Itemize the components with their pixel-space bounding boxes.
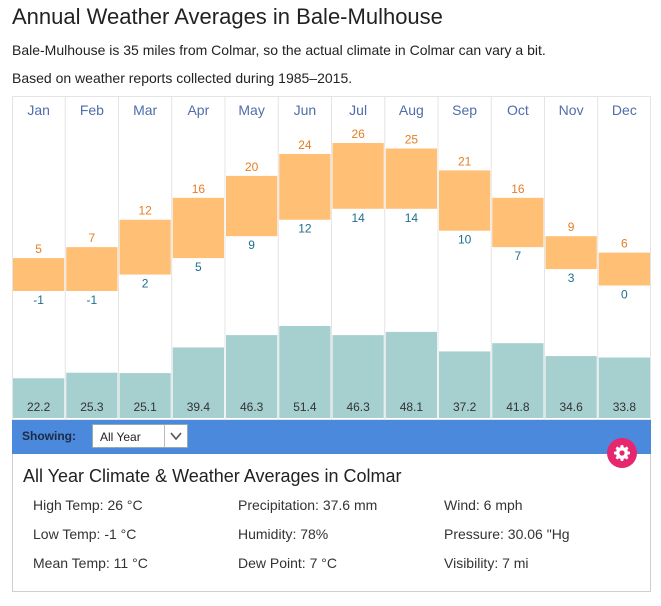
month-label: Oct [507, 102, 529, 118]
low-temp-label: 9 [248, 238, 255, 252]
stat-precipitation: Precipitation: 37.6 mm [238, 497, 378, 513]
stat-pressure: Pressure: 30.06 "Hg [444, 526, 570, 542]
temp-range-bar [439, 170, 491, 231]
precip-value-label: 41.8 [506, 400, 530, 414]
precip-bar [332, 335, 384, 418]
precip-value-label: 22.2 [27, 400, 51, 414]
precip-bar [598, 357, 650, 418]
precip-bar [226, 335, 278, 418]
temp-range-bar [226, 175, 278, 237]
month-label: Feb [80, 102, 104, 118]
precip-bar [385, 331, 437, 418]
month-label: Jul [349, 102, 367, 118]
precip-value-label: 51.4 [293, 400, 317, 414]
month-label: Apr [187, 102, 209, 118]
month-label: Aug [399, 102, 424, 118]
high-temp-label: 7 [89, 231, 96, 245]
temp-range-bar [66, 247, 118, 291]
month-label: Sep [452, 102, 477, 118]
gear-icon[interactable] [607, 438, 637, 468]
high-temp-label: 25 [405, 132, 419, 146]
stat-wind: Wind: 6 mph [444, 497, 523, 513]
page-subtitle-period: Based on weather reports collected durin… [12, 70, 353, 86]
precip-bar [492, 343, 544, 418]
period-select-value: All Year [100, 430, 141, 444]
low-temp-label: 2 [142, 277, 149, 291]
temp-range-bar [332, 143, 384, 209]
month-label: Mar [133, 102, 157, 118]
month-label: Dec [612, 102, 637, 118]
precip-bar [545, 356, 597, 418]
high-temp-label: 16 [511, 182, 525, 196]
precip-value-label: 46.3 [240, 400, 264, 414]
climate-chart: Jan 5 -1 22.2 Feb 7 -1 25.3 Mar 12 2 25.1 Apr 16 5 39.4… [12, 96, 651, 420]
high-temp-label: 12 [138, 204, 152, 218]
precip-value-label: 25.1 [133, 400, 157, 414]
month-label: Jun [294, 102, 317, 118]
temp-range-bar [119, 219, 171, 275]
stat-dew-point: Dew Point: 7 °C [238, 555, 337, 571]
precip-value-label: 34.6 [559, 400, 583, 414]
low-temp-label: -1 [33, 293, 44, 307]
low-temp-label: 5 [195, 260, 202, 274]
month-label: May [238, 102, 264, 118]
month-label: Jan [27, 102, 50, 118]
month-label: Nov [559, 102, 584, 118]
temp-range-bar [279, 153, 331, 220]
high-temp-label: 9 [568, 220, 575, 234]
panel-title: All Year Climate & Weather Averages in C… [23, 466, 402, 486]
high-temp-label: 6 [621, 237, 628, 251]
high-temp-label: 21 [458, 154, 472, 168]
precip-value-label: 39.4 [187, 400, 211, 414]
precip-bar [279, 326, 331, 418]
precip-value-label: 46.3 [346, 400, 370, 414]
temp-range-bar [385, 148, 437, 209]
high-temp-label: 24 [298, 138, 312, 152]
precip-bar [439, 351, 491, 418]
showing-toolbar: Showing: All Year [12, 420, 651, 454]
low-temp-label: 14 [351, 211, 365, 225]
stat-visibility: Visibility: 7 mi [444, 555, 529, 571]
low-temp-label: 12 [298, 222, 312, 236]
chevron-down-icon [164, 425, 187, 447]
page-title: Annual Weather Averages in Bale-Mulhouse [12, 4, 443, 29]
precip-value-label: 37.2 [453, 400, 477, 414]
stat-low-temp: Low Temp: -1 °C [33, 526, 137, 542]
temp-range-bar [598, 252, 650, 286]
temp-range-bar [172, 197, 224, 259]
page-subtitle-distance: Bale-Mulhouse is 35 miles from Colmar, s… [12, 42, 546, 58]
high-temp-label: 5 [35, 242, 42, 256]
stat-humidity: Humidity: 78% [238, 526, 329, 542]
temp-range-bar [492, 197, 544, 248]
climate-summary-panel: All Year Climate & Weather Averages in C… [12, 454, 651, 592]
precip-bar [13, 378, 65, 418]
precip-bar [172, 347, 224, 418]
high-temp-label: 20 [245, 160, 259, 174]
low-temp-label: 7 [515, 249, 522, 263]
low-temp-label: 14 [405, 211, 419, 225]
low-temp-label: 0 [621, 288, 628, 302]
period-select[interactable]: All Year [92, 424, 188, 448]
low-temp-label: -1 [87, 293, 98, 307]
high-temp-label: 16 [192, 182, 206, 196]
stat-mean-temp: Mean Temp: 11 °C [33, 555, 148, 571]
precip-value-label: 33.8 [613, 400, 637, 414]
showing-label: Showing: [22, 429, 76, 443]
precip-bar [66, 372, 118, 418]
low-temp-label: 10 [458, 233, 472, 247]
temp-range-bar [13, 258, 65, 291]
precip-value-label: 25.3 [80, 400, 104, 414]
stat-high-temp: High Temp: 26 °C [33, 497, 143, 513]
low-temp-label: 3 [568, 271, 575, 285]
high-temp-label: 26 [351, 127, 365, 141]
precip-value-label: 48.1 [400, 400, 424, 414]
precip-bar [119, 373, 171, 418]
temp-range-bar [545, 236, 597, 270]
